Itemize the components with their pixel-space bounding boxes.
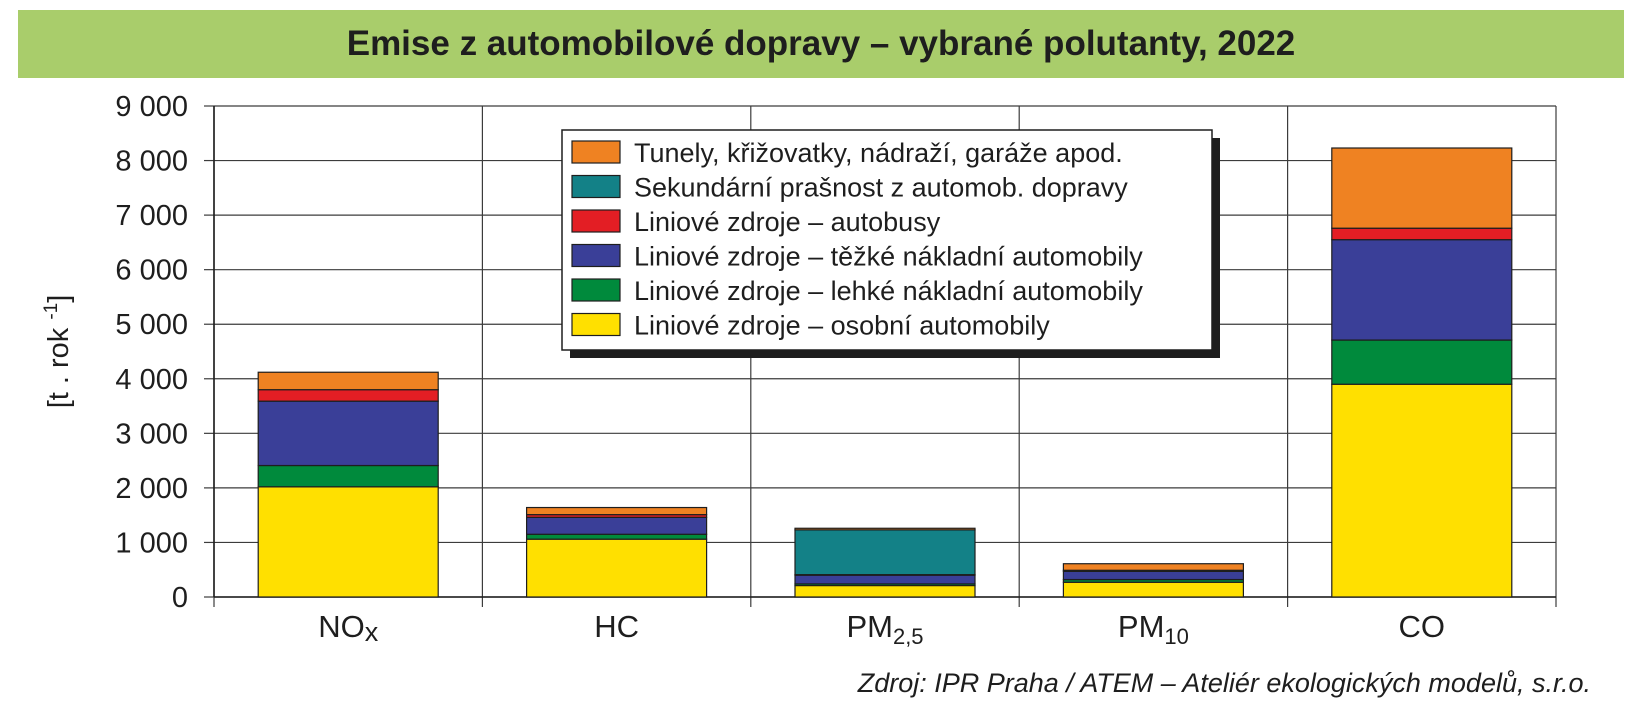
legend-swatch-0 [571,140,621,164]
bar-segment-2-2 [794,574,976,585]
chart-title: Emise z automobilové dopravy – vybrané p… [346,24,1296,63]
category-label-0: NOx [318,609,379,647]
ytick-label-3: 3 000 [115,418,188,450]
bar-segment-4-3 [1331,227,1513,241]
source-note: Zdroj: IPR Praha / ATEM – Ateliér ekolog… [857,668,1591,698]
bar-segment-2-0 [794,584,976,598]
bar-segment-3-2 [1062,570,1245,581]
ytick-label-2: 2 000 [115,473,188,505]
ytick-label-6: 6 000 [115,255,188,287]
bar-segment-4-0 [1331,383,1513,598]
legend-box [561,129,1213,351]
legend-label-2: Liniové zdroje – autobusy [634,207,941,237]
legend-label-0: Tunely, křižovatky, nádraží, garáže apod… [634,138,1123,168]
legend-label-1: Sekundární prašnost z automob. dopravy [634,173,1128,203]
bar-segment-2-5 [794,527,976,531]
legend-swatch-1 [571,174,621,199]
ytick-label-1: 1 000 [115,527,188,559]
bar-segment-1-0 [525,538,708,598]
bar-segment-4-5 [1331,147,1513,229]
legend-label-5: Liniové zdroje – osobní automobily [634,311,1050,341]
bar-segment-3-5 [1062,563,1245,571]
bar-segment-0-1 [257,464,439,488]
category-label-2: PM2,5 [846,609,923,649]
y-axis-label: [t . rok -1] [41,295,75,409]
bar-segment-4-1 [1331,339,1513,385]
ytick-label-5: 5 000 [115,309,188,341]
bar-segment-0-3 [257,389,439,402]
category-label-1: HC [594,609,639,644]
category-label-3: PM10 [1118,609,1189,649]
ytick-label-9: 9 000 [115,91,188,123]
bar-segment-4-2 [1331,239,1513,341]
ytick-label-4: 4 000 [115,364,188,396]
bar-segment-1-2 [525,516,708,535]
bar-segment-2-4 [794,529,976,576]
ytick-label-7: 7 000 [115,200,188,232]
legend-swatch-3 [571,243,621,268]
title-bar: Emise z automobilové dopravy – vybrané p… [18,10,1624,78]
legend-swatch-4 [571,278,621,302]
bar-segment-0-5 [257,371,439,391]
legend-swatch-5 [571,312,621,337]
legend-swatch-2 [571,209,621,233]
bar-segment-3-0 [1062,581,1245,598]
legend-label-4: Liniové zdroje – lehké nákladní automobi… [634,276,1143,306]
legend-label-3: Liniové zdroje – těžké nákladní automobi… [634,242,1143,272]
bar-segment-0-2 [257,400,439,467]
bar-segment-1-1 [525,533,708,540]
ytick-label-8: 8 000 [115,146,188,178]
bar-segment-0-0 [257,486,439,598]
bar-segment-1-5 [525,506,708,516]
ytick-label-0: 0 [172,582,188,614]
category-label-4: CO [1399,609,1446,644]
